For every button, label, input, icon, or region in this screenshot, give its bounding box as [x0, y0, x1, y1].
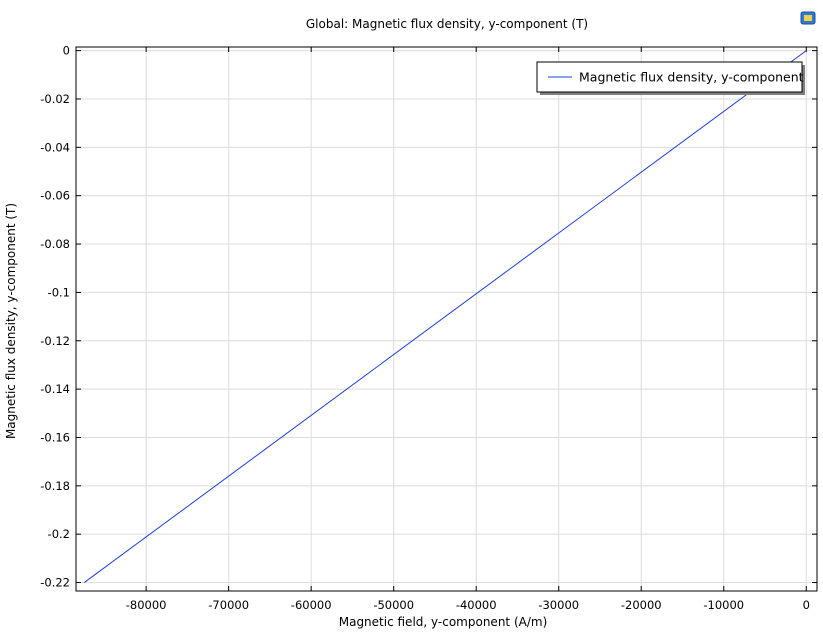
y-tick-label: -0.04	[40, 140, 70, 154]
x-tick-label: -30000	[538, 598, 579, 612]
y-tick-label: -0.1	[48, 285, 70, 299]
y-tick-label: -0.14	[40, 382, 70, 396]
x-tick-label: -20000	[621, 598, 662, 612]
y-tick-label: 0	[63, 44, 70, 58]
x-tick-label: 0	[803, 598, 810, 612]
series-layer	[83, 50, 807, 583]
y-tick-label: -0.22	[40, 576, 70, 590]
y-tick-label: -0.02	[40, 92, 70, 106]
x-tick-label: -70000	[208, 598, 249, 612]
series-line	[83, 50, 807, 583]
y-tick-label: -0.06	[40, 189, 70, 203]
y-tick-label: -0.12	[40, 334, 70, 348]
y-tick-label: -0.16	[40, 430, 70, 444]
x-tick-label: -40000	[456, 598, 497, 612]
legend: Magnetic flux density, y-component	[536, 61, 805, 95]
y-tick-label: -0.08	[40, 237, 70, 251]
y-tick-label: -0.18	[40, 479, 70, 493]
x-tick-label: -50000	[373, 598, 414, 612]
plot-area-frame	[75, 46, 818, 592]
grid-lines	[76, 47, 817, 591]
image-icon[interactable]	[800, 11, 816, 25]
y-tick-label: -0.2	[48, 527, 70, 541]
x-tick-label: -10000	[703, 598, 744, 612]
chart-title: Global: Magnetic flux density, y-compone…	[306, 17, 588, 31]
x-tick-label: -80000	[126, 598, 167, 612]
legend-entry-label: Magnetic flux density, y-component	[579, 70, 804, 85]
x-tick-label: -60000	[291, 598, 332, 612]
y-axis-ticks: 0 -0.02 -0.04 -0.06 -0.08 -0.1 -0.12 -0.14 -0.16…	[40, 44, 817, 590]
x-axis-title: Magnetic field, y-component (A/m)	[339, 615, 548, 629]
x-axis-ticks: -80000 -70000 -60000 -50000 -40000 -30000 -200…	[126, 47, 810, 612]
y-axis-title: Magnetic flux density, y-component (T)	[4, 203, 18, 439]
